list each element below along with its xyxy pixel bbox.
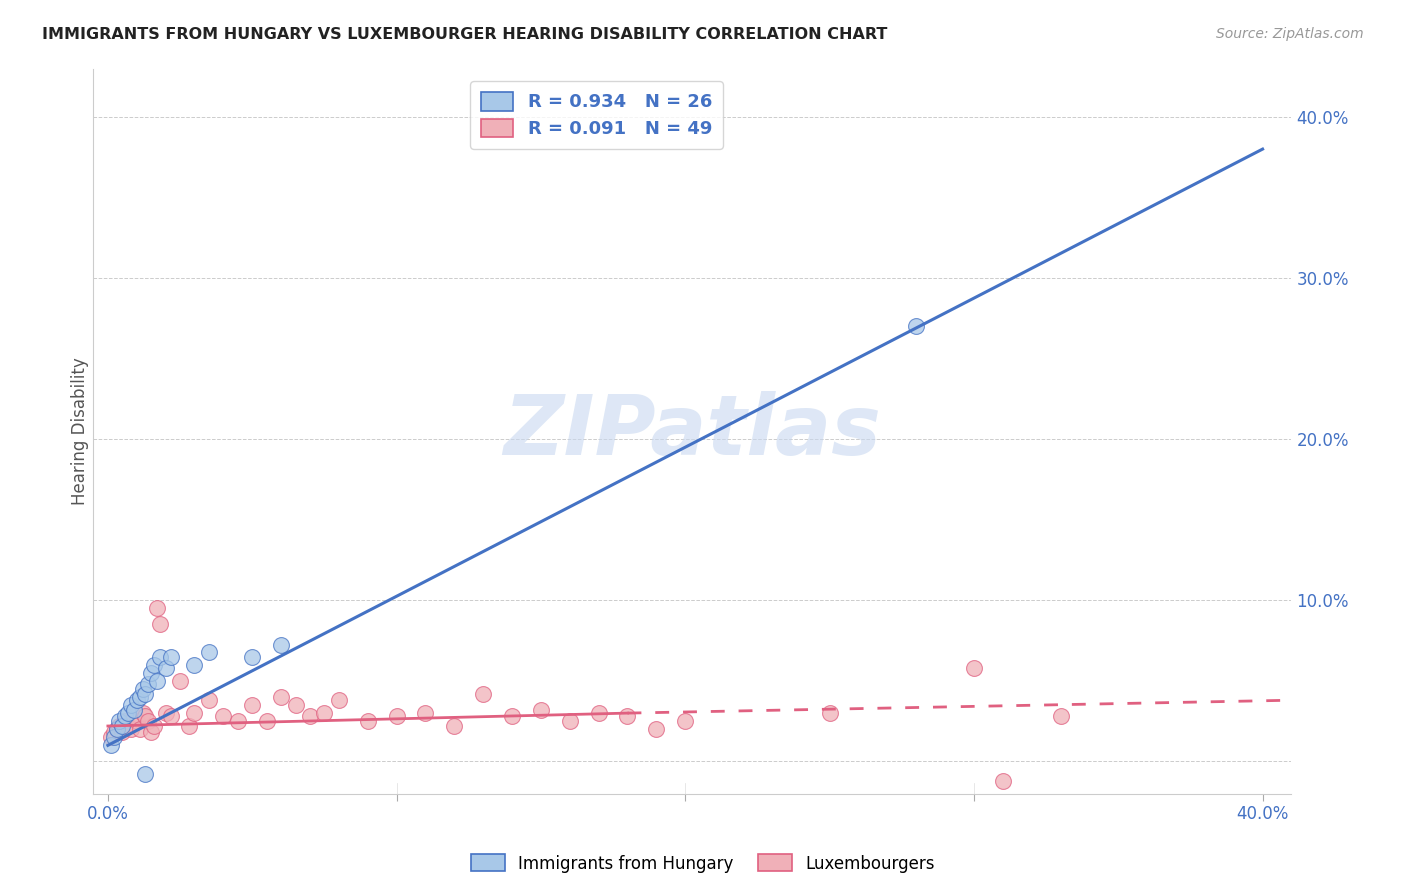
Point bbox=[270, 690, 292, 704]
Point bbox=[114, 709, 136, 723]
Point bbox=[143, 657, 166, 672]
Point bbox=[141, 725, 163, 739]
Point bbox=[1049, 709, 1071, 723]
Point bbox=[183, 657, 205, 672]
Point bbox=[146, 673, 169, 688]
Point bbox=[141, 665, 163, 680]
Point bbox=[105, 723, 128, 737]
Point bbox=[131, 681, 153, 696]
Point bbox=[472, 687, 495, 701]
Point bbox=[558, 714, 581, 728]
Point bbox=[134, 767, 156, 781]
Point bbox=[111, 725, 134, 739]
Point bbox=[149, 617, 172, 632]
Point bbox=[298, 709, 321, 723]
Point bbox=[149, 649, 172, 664]
Point bbox=[818, 706, 841, 720]
Point bbox=[117, 719, 139, 733]
Point bbox=[963, 661, 986, 675]
Point bbox=[143, 719, 166, 733]
Point bbox=[328, 693, 350, 707]
Point bbox=[120, 723, 142, 737]
Point bbox=[136, 714, 159, 728]
Point bbox=[103, 731, 125, 745]
Point bbox=[645, 723, 668, 737]
Point bbox=[385, 709, 408, 723]
Point bbox=[198, 645, 221, 659]
Point bbox=[314, 706, 336, 720]
Point bbox=[128, 723, 150, 737]
Point bbox=[256, 714, 278, 728]
Point bbox=[122, 709, 145, 723]
Point bbox=[443, 719, 465, 733]
Point bbox=[108, 714, 131, 728]
Point bbox=[125, 693, 148, 707]
Point bbox=[501, 709, 523, 723]
Text: Source: ZipAtlas.com: Source: ZipAtlas.com bbox=[1216, 27, 1364, 41]
Point bbox=[160, 709, 183, 723]
Point bbox=[114, 714, 136, 728]
Point bbox=[270, 639, 292, 653]
Point bbox=[169, 673, 191, 688]
Point bbox=[240, 649, 263, 664]
Point bbox=[155, 706, 177, 720]
Legend: R = 0.934   N = 26, R = 0.091   N = 49: R = 0.934 N = 26, R = 0.091 N = 49 bbox=[470, 81, 723, 149]
Point bbox=[905, 319, 928, 334]
Point bbox=[122, 703, 145, 717]
Point bbox=[128, 690, 150, 704]
Point bbox=[131, 706, 153, 720]
Point bbox=[108, 719, 131, 733]
Point bbox=[588, 706, 610, 720]
Point bbox=[415, 706, 437, 720]
Point bbox=[530, 703, 553, 717]
Point bbox=[100, 739, 122, 753]
Point bbox=[177, 719, 200, 733]
Point bbox=[134, 709, 156, 723]
Point bbox=[284, 698, 307, 712]
Point bbox=[673, 714, 696, 728]
Point bbox=[103, 725, 125, 739]
Y-axis label: Hearing Disability: Hearing Disability bbox=[72, 357, 89, 505]
Point bbox=[183, 706, 205, 720]
Point bbox=[136, 677, 159, 691]
Point bbox=[240, 698, 263, 712]
Point bbox=[120, 698, 142, 712]
Point bbox=[100, 731, 122, 745]
Point bbox=[160, 649, 183, 664]
Text: IMMIGRANTS FROM HUNGARY VS LUXEMBOURGER HEARING DISABILITY CORRELATION CHART: IMMIGRANTS FROM HUNGARY VS LUXEMBOURGER … bbox=[42, 27, 887, 42]
Point bbox=[357, 714, 380, 728]
Point bbox=[117, 706, 139, 720]
Point bbox=[991, 773, 1014, 788]
Point bbox=[134, 687, 156, 701]
Point bbox=[146, 601, 169, 615]
Point bbox=[226, 714, 249, 728]
Point bbox=[616, 709, 638, 723]
Text: ZIPatlas: ZIPatlas bbox=[503, 391, 882, 472]
Point bbox=[155, 661, 177, 675]
Point bbox=[125, 714, 148, 728]
Point bbox=[212, 709, 235, 723]
Legend: Immigrants from Hungary, Luxembourgers: Immigrants from Hungary, Luxembourgers bbox=[465, 847, 941, 880]
Point bbox=[105, 723, 128, 737]
Point bbox=[111, 719, 134, 733]
Point bbox=[198, 693, 221, 707]
